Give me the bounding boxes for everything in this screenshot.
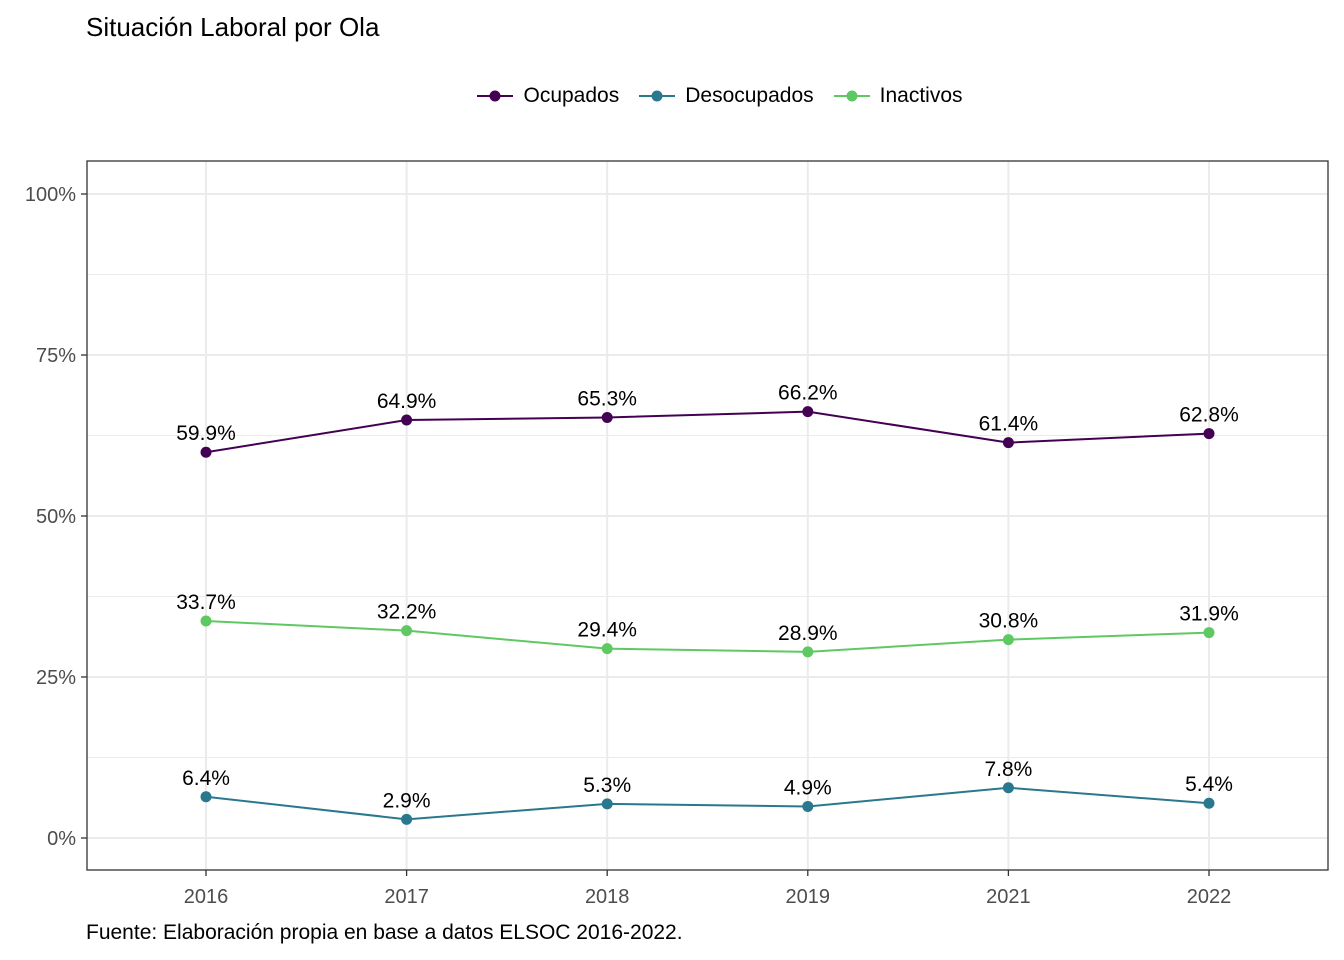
series-ocupados bbox=[200, 406, 1215, 458]
series-line bbox=[205, 786, 1210, 821]
data-point bbox=[200, 615, 212, 627]
data-point bbox=[401, 625, 413, 637]
x-tick-label: 2019 bbox=[786, 886, 831, 908]
x-tick-label: 2016 bbox=[184, 886, 229, 908]
data-point bbox=[601, 643, 613, 655]
legend: Ocupados Desocupados Inactivos bbox=[0, 80, 1344, 112]
data-label: 2.9% bbox=[383, 789, 431, 812]
legend-key bbox=[639, 90, 676, 102]
data-label: 33.7% bbox=[176, 591, 236, 614]
series-inactivos bbox=[200, 615, 1215, 658]
data-point bbox=[802, 406, 814, 418]
y-tick-label: 50% bbox=[36, 506, 76, 528]
legend-label: Desocupados bbox=[685, 84, 814, 107]
data-point bbox=[1002, 437, 1014, 449]
legend-label: Ocupados bbox=[523, 84, 620, 107]
data-point bbox=[601, 411, 613, 423]
data-point bbox=[401, 813, 413, 825]
data-label: 7.8% bbox=[984, 758, 1032, 781]
data-point bbox=[401, 414, 413, 426]
y-tick-label: 25% bbox=[36, 667, 76, 689]
series-desocupados bbox=[200, 782, 1215, 825]
axes: 0% 25% 50% 75% 100% 2016 2017 2018 2019 2021 2022 bbox=[25, 184, 1231, 908]
legend-item-ocupados: Ocupados bbox=[475, 84, 619, 108]
legend-key bbox=[477, 90, 514, 102]
x-tick-label: 2022 bbox=[1187, 886, 1232, 908]
legend-key-point bbox=[846, 90, 858, 102]
data-label: 59.9% bbox=[176, 422, 236, 445]
legend-key-point bbox=[651, 90, 663, 102]
data-point bbox=[200, 791, 212, 803]
series-group bbox=[200, 406, 1215, 825]
x-tick-label: 2017 bbox=[384, 886, 429, 908]
x-tick-label: 2021 bbox=[986, 886, 1031, 908]
data-label: 5.3% bbox=[583, 774, 631, 797]
data-label: 5.4% bbox=[1185, 773, 1233, 796]
data-label: 64.9% bbox=[377, 390, 437, 413]
data-labels: 59.9% 64.9% 65.3% 66.2% 61.4% 62.8% 6.4% 2.9% 5.… bbox=[176, 382, 1239, 813]
data-point bbox=[1203, 797, 1215, 809]
data-point bbox=[200, 446, 212, 458]
legend-label: Inactivos bbox=[879, 84, 963, 107]
legend-key bbox=[833, 90, 870, 102]
data-point bbox=[1203, 627, 1215, 639]
y-tick-label: 75% bbox=[36, 345, 76, 367]
data-point bbox=[1002, 782, 1014, 794]
y-tick-label: 0% bbox=[47, 828, 76, 850]
data-label: 6.4% bbox=[182, 767, 230, 790]
series-line bbox=[205, 619, 1210, 653]
legend-key-point bbox=[489, 90, 501, 102]
data-label: 61.4% bbox=[979, 413, 1039, 436]
grid bbox=[87, 161, 1328, 870]
data-label: 65.3% bbox=[577, 387, 637, 410]
legend-item-inactivos: Inactivos bbox=[832, 84, 963, 108]
data-label: 62.8% bbox=[1179, 404, 1239, 427]
data-point bbox=[802, 800, 814, 812]
data-label: 66.2% bbox=[778, 382, 838, 405]
legend-item-desocupados: Desocupados bbox=[637, 84, 814, 108]
data-point bbox=[601, 798, 613, 810]
data-label: 31.9% bbox=[1179, 603, 1239, 626]
data-point bbox=[802, 646, 814, 658]
y-tick-label: 100% bbox=[25, 184, 76, 206]
data-label: 4.9% bbox=[784, 776, 832, 799]
data-label: 29.4% bbox=[577, 619, 637, 642]
data-point bbox=[1002, 634, 1014, 646]
series-line bbox=[205, 410, 1210, 454]
chart-caption: Fuente: Elaboración propia en base a dat… bbox=[86, 921, 683, 944]
x-tick-label: 2018 bbox=[585, 886, 630, 908]
data-label: 32.2% bbox=[377, 601, 437, 624]
chart-title: Situación Laboral por Ola bbox=[86, 12, 380, 42]
data-point bbox=[1203, 428, 1215, 440]
data-label: 28.9% bbox=[778, 622, 838, 645]
data-label: 30.8% bbox=[979, 610, 1039, 633]
